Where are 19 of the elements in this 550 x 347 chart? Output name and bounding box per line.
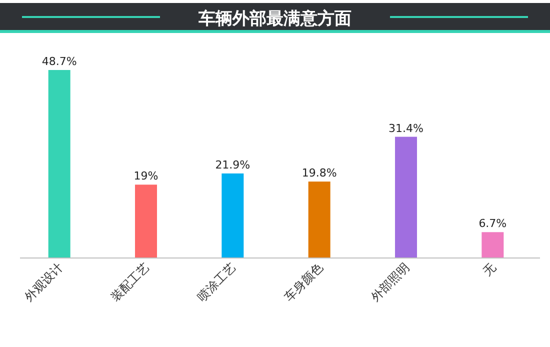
x-tick-label: 装配工艺 <box>108 260 152 304</box>
x-tick-label: 无 <box>480 260 499 279</box>
data-label: 31.4% <box>388 122 424 135</box>
bar <box>308 182 330 258</box>
data-label: 19% <box>134 170 158 183</box>
data-label: 19.8% <box>302 166 337 180</box>
x-tick-label: 车身颜色 <box>282 260 326 304</box>
data-label: 48.7% <box>42 55 77 68</box>
bar <box>482 232 504 258</box>
bar <box>395 136 417 258</box>
data-label: 6.7% <box>478 217 507 230</box>
x-tick-label: 外部照明 <box>368 260 412 304</box>
x-tick-label: 喷涂工艺 <box>194 260 239 304</box>
x-tick-label: 外观设计 <box>22 260 66 304</box>
bar <box>135 184 157 258</box>
bar <box>48 70 70 258</box>
chart-title: 车辆外部最满意方面 <box>198 9 352 29</box>
bar <box>222 173 244 258</box>
data-label: 21.9% <box>215 158 250 172</box>
